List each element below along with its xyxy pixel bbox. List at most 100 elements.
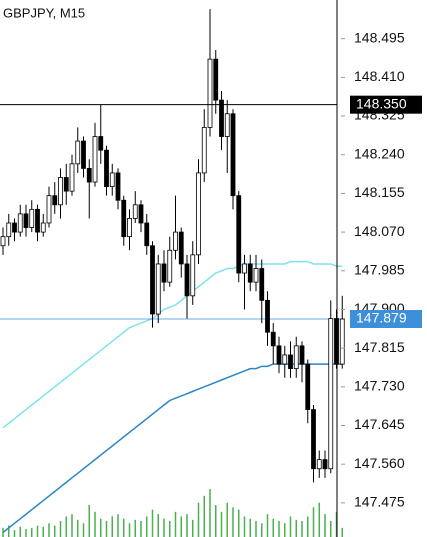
candle-body [311, 409, 316, 470]
volume-bar [341, 527, 343, 537]
volume-bar [266, 514, 269, 537]
candle-body [0, 236, 6, 247]
volume-bar [19, 526, 21, 537]
volume-bar [8, 525, 10, 537]
candle-body [29, 208, 35, 228]
candle-body [63, 177, 69, 192]
volume-bar [278, 521, 280, 537]
candle-body [282, 354, 288, 365]
volume-bar [36, 525, 39, 537]
candle-body [115, 172, 121, 201]
candle-body [213, 58, 219, 101]
current-price-box [350, 310, 422, 329]
volume-bar [169, 521, 171, 537]
volume-bar [220, 511, 223, 537]
volume-bar [140, 521, 142, 537]
volume-bar [71, 514, 73, 537]
candle-body [92, 136, 98, 183]
candle-body [236, 195, 242, 274]
volume-bar [48, 523, 50, 537]
volume-bar [157, 514, 159, 537]
candle-body [35, 208, 40, 233]
candle-body [144, 222, 150, 247]
candle-body [230, 113, 236, 197]
volume-bar [243, 516, 246, 537]
price-axis: 148.495148.410148.325148.240148.155148.0… [341, 29, 422, 510]
volume-bar [203, 495, 205, 537]
candle-body [52, 195, 58, 206]
candle-body [138, 204, 144, 224]
volume-bar [174, 511, 177, 537]
candle-body [322, 459, 328, 470]
y-tick-label: 148.070 [354, 223, 405, 239]
volume-bar [289, 516, 292, 537]
candle-body [201, 127, 207, 174]
volume-bar [117, 514, 119, 537]
candle-body [259, 268, 265, 301]
y-tick-label: 148.155 [354, 184, 405, 200]
candle-body [293, 345, 299, 370]
volume-bar [82, 523, 85, 537]
volume-bar [163, 518, 165, 537]
candle-body [339, 318, 345, 365]
candle-body [224, 113, 230, 137]
candle-body [81, 140, 86, 169]
current-price-label: 147.879 [356, 310, 407, 326]
volume-bar [25, 529, 27, 537]
y-tick-label: 147.645 [354, 416, 405, 432]
volume-bar [318, 502, 320, 537]
candle-body [328, 318, 334, 470]
y-tick-label: 147.815 [354, 339, 405, 355]
candle-body [184, 263, 190, 297]
chart-title: GBPJPY, M15 [3, 5, 85, 20]
candle-body [46, 195, 52, 224]
candle-body [253, 268, 259, 283]
candle-body [23, 213, 29, 228]
volume-bar [226, 502, 228, 537]
volume-bar [209, 489, 211, 537]
volume-bar [186, 514, 188, 537]
volume-bar [100, 518, 102, 537]
crosshair-price-label: 148.350 [356, 95, 407, 111]
volume-bar [284, 523, 286, 537]
volume-bar [123, 518, 125, 537]
volume-bar [151, 509, 154, 537]
candle-body [12, 222, 17, 233]
candle-body [207, 58, 213, 128]
volume-bar [197, 502, 200, 537]
volume-bar [272, 518, 274, 537]
volume-bar [134, 519, 136, 537]
volume-bar [312, 507, 315, 537]
volume-bar [330, 521, 332, 537]
candle-body [299, 345, 305, 365]
candle-body [305, 363, 311, 410]
volume-bar [301, 521, 303, 537]
volume-bar [59, 521, 62, 537]
y-tick-label: 148.410 [354, 68, 405, 84]
candle-body [104, 149, 109, 187]
candle-body [121, 199, 127, 238]
candle-body [132, 204, 138, 219]
volume-bar [261, 523, 263, 537]
candle-body [276, 345, 282, 365]
y-tick-label: 147.560 [354, 455, 405, 471]
candle-body [247, 263, 253, 283]
candle-body [127, 218, 132, 238]
volume-bar [249, 518, 251, 537]
volume-bar [238, 509, 240, 537]
candle-body [288, 354, 293, 370]
candle-body [17, 213, 23, 233]
plot-area [0, 9, 345, 537]
y-tick-label: 147.475 [354, 494, 405, 510]
volume-bar [324, 514, 326, 537]
candle-body [69, 163, 75, 192]
candle-body [86, 167, 92, 183]
y-tick-label: 147.730 [354, 378, 405, 394]
volume-bar [65, 516, 67, 537]
volume-bar [180, 516, 182, 537]
candle-body [173, 231, 178, 251]
candle-body [219, 99, 224, 137]
candle-body [150, 245, 155, 315]
candle-body [40, 222, 46, 233]
